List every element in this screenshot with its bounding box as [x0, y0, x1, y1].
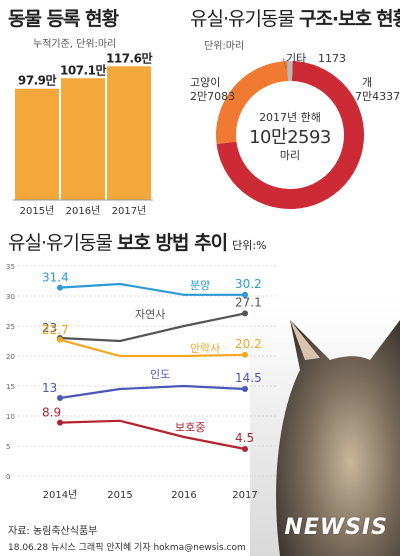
- line-xtick-0: 2014년: [43, 489, 78, 501]
- line-title-light: 유실·유기동물: [8, 232, 113, 254]
- donut-slice-dog: [216, 61, 364, 209]
- bar-value-label-0: 97.9만: [18, 73, 57, 88]
- donut-chart-title: 유실·유기동물 구조·보호 현황: [190, 4, 400, 31]
- line-xtick-3: 2017: [232, 490, 257, 501]
- line-end-label-4: 4.5: [235, 431, 254, 445]
- line-chart-title: 유실·유기동물 보호 방법 추이 단위:%: [8, 228, 267, 255]
- line-point-2-3: [242, 351, 248, 358]
- donut-label-cat-name: 고양이: [190, 76, 220, 89]
- line-point-4-0: [57, 419, 63, 426]
- line-series-name-2: 안락사: [190, 342, 220, 355]
- line-ytick-1: 5: [6, 443, 10, 451]
- donut-center-unit: 마리: [280, 149, 300, 162]
- line-series-0: [59, 282, 245, 296]
- donut-label-cat-value: 2만7083: [190, 90, 235, 103]
- line-point-1-3: [242, 310, 248, 317]
- line-xtick-2: 2016: [171, 490, 196, 501]
- bar-0: [15, 88, 59, 200]
- line-end-label-3: 14.5: [235, 371, 262, 385]
- bar-2: [107, 66, 151, 200]
- line-ytick-6: 30: [6, 293, 15, 301]
- donut-title-end: 현황: [376, 8, 400, 30]
- line-chart: 0 5 10 15 20 25 30 35 2014년 2015 2016 2017 31.4 30.2 분…: [6, 263, 278, 501]
- cat-photo: [250, 300, 400, 556]
- line-series-name-0: 분양: [190, 279, 210, 292]
- line-series-name-1: 자연사: [135, 308, 165, 321]
- line-start-label-4: 8.9: [42, 406, 61, 420]
- line-point-3-0: [57, 395, 63, 401]
- line-xtick-1: 2015: [107, 490, 132, 501]
- line-end-label-1: 27.1: [235, 295, 262, 309]
- bar-chart-subtitle: 누적기준, 단위:마리: [33, 39, 117, 50]
- line-start-label-1: 23: [42, 321, 57, 335]
- line-ytick-7: 35: [6, 263, 15, 271]
- donut-slice-cat: [216, 61, 289, 145]
- source-note: 자료: 농림축산식품부: [8, 526, 98, 537]
- donut-title-light: 유실·유기동물: [190, 8, 295, 30]
- line-start-label-3: 13: [42, 381, 57, 395]
- line-title-unit: 단위:%: [232, 239, 267, 252]
- line-point-0-3: [242, 291, 248, 298]
- donut-chart-unit: 단위:마리: [204, 41, 245, 52]
- line-ytick-4: 20: [6, 353, 15, 361]
- line-point-0-0: [57, 284, 63, 291]
- line-ytick-0: 0: [6, 473, 10, 481]
- line-point-4-3: [242, 446, 248, 452]
- line-series-3: [59, 384, 246, 400]
- donut-label-dog-value: 7만4337: [355, 90, 400, 103]
- line-series-4: [59, 419, 246, 451]
- bar-category-label-2: 2017년: [112, 205, 147, 217]
- bar-chart-title: 동물 등록 현황: [8, 8, 119, 30]
- donut-center-year: 2017년 한해: [259, 110, 321, 124]
- line-start-label-2: 22.7: [42, 323, 69, 337]
- line-end-label-2: 20.2: [235, 337, 262, 351]
- line-series-name-3: 인도: [150, 368, 170, 381]
- bar-value-label-2: 117.6만: [106, 50, 152, 65]
- line-ytick-3: 15: [6, 383, 15, 391]
- line-title-bold: 보호 방법 추이: [116, 232, 228, 254]
- donut-label-other-value: 1173: [318, 52, 346, 65]
- bar-category-label-1: 2016년: [66, 205, 101, 217]
- line-end-label-0: 30.2: [235, 277, 262, 291]
- newsis-logo: NEWSIS: [284, 515, 388, 540]
- line-series-name-4: 보호중: [175, 421, 205, 434]
- bar-category-label-0: 2015년: [20, 205, 55, 217]
- line-series-1: [59, 312, 246, 343]
- line-point-3-3: [242, 386, 248, 392]
- donut-leader-other: [282, 57, 287, 70]
- bar-1: [61, 78, 105, 200]
- line-start-label-0: 31.4: [42, 271, 69, 285]
- bar-value-label-1: 107.1만: [60, 62, 106, 77]
- donut-center-value: 10만2593: [249, 127, 331, 148]
- line-ytick-2: 10: [6, 413, 15, 421]
- donut-title-bold: 구조·보호: [298, 8, 372, 30]
- bar-chart: 97.9만 2015년 107.1만 2016년 117.6만 2017년: [13, 50, 153, 217]
- donut-label-other-name: 기타: [286, 52, 306, 65]
- credit-note: 18.06.28 뉴시스 그래픽 안지혜 기자 hokma@newsis.com: [8, 543, 246, 553]
- line-series-2: [59, 338, 246, 358]
- line-point-2-0: [57, 336, 63, 343]
- line-ytick-5: 25: [6, 323, 15, 331]
- donut-label-dog-name: 개: [362, 76, 372, 89]
